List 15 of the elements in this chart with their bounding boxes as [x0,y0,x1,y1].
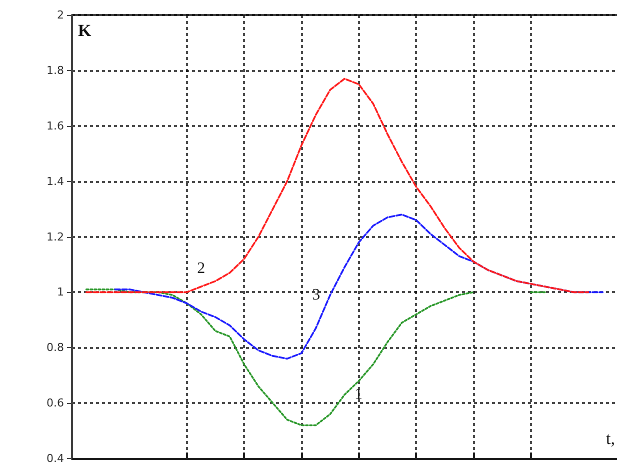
y-tick-label: 1.8 [46,64,64,77]
x-axis-title: t, [606,429,616,448]
y-tick-label: 1.6 [46,119,64,132]
y-tick-label: 2 [57,8,64,22]
series-label: 1 [354,386,362,404]
y-tick-label: 1.4 [46,174,64,188]
y-tick-label: 1 [57,286,64,299]
series-label: 3 [312,286,320,304]
y-tick-label: 0.6 [46,396,64,410]
line-series [114,214,604,360]
y-axis-title: K [78,21,92,40]
y-tick-label: 0.4 [46,452,64,464]
y-tick-label: 1.2 [46,230,64,244]
series-label: 2 [197,260,206,278]
y-tick-label: 0.8 [46,341,64,354]
